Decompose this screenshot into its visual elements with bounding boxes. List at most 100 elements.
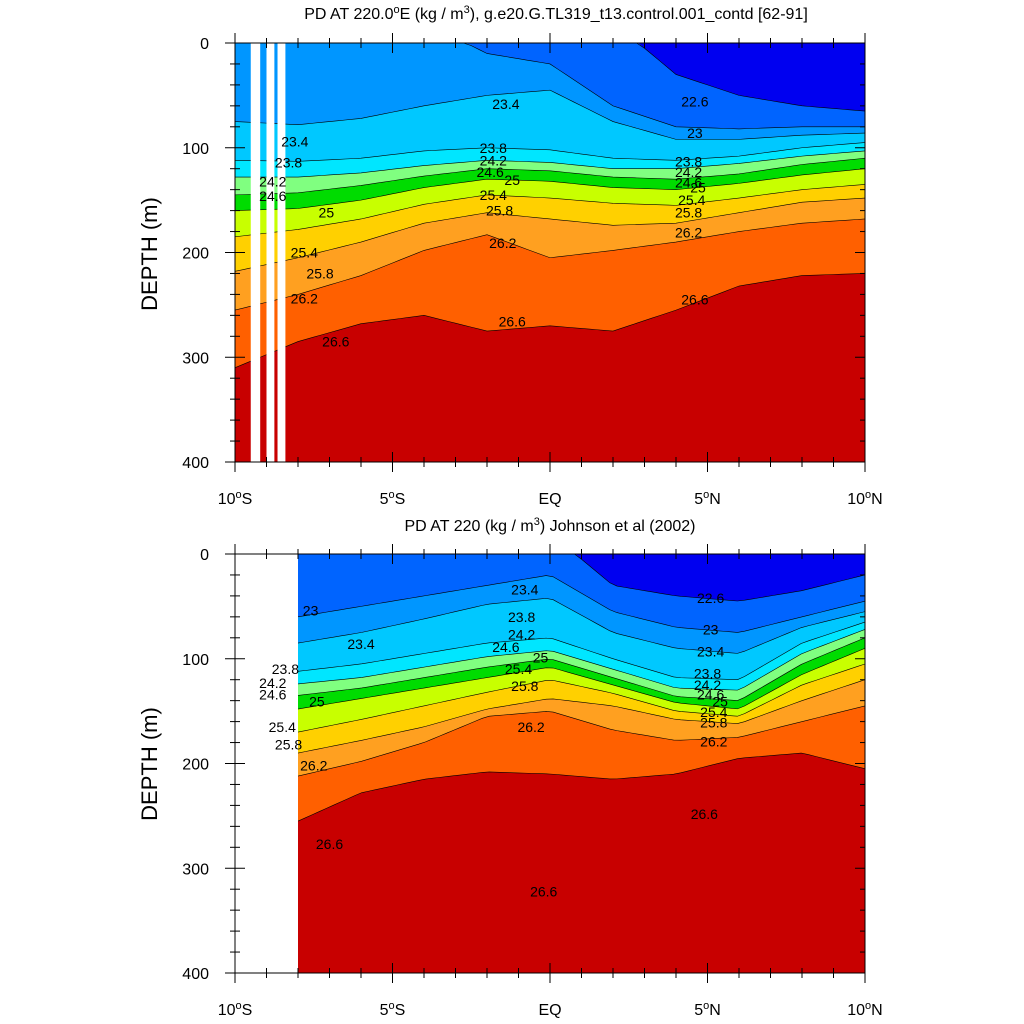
contour-line-24.6	[298, 637, 865, 701]
contour-label: 24.2	[480, 152, 507, 168]
contour-plot: 23.423.4 22.62323.824.224.62525.425.826.2…	[182, 33, 883, 508]
x-tick-label: EQ	[538, 1002, 561, 1019]
x-tick-label: 5oN	[694, 489, 721, 508]
contour-label: 23	[687, 125, 703, 141]
contour-label: 24.6	[675, 174, 702, 190]
contour-line-26.2	[298, 705, 865, 777]
contour-label: 26.2	[700, 734, 727, 750]
contour-label: 26.6	[691, 806, 718, 822]
filled-contours	[235, 43, 865, 462]
contour-label: 25.8	[486, 203, 513, 219]
contour-label: 24.2	[694, 677, 721, 693]
y-tick-label: 100	[182, 652, 209, 669]
y-tick-label: 0	[200, 36, 209, 53]
contour-line-23	[235, 43, 865, 130]
contour-label: 25	[309, 694, 325, 710]
x-tick-label: 5oS	[380, 1000, 406, 1019]
y-tick-label: 300	[182, 861, 209, 878]
contour-label: 26.2	[675, 225, 702, 241]
contour-line-23.4	[298, 598, 865, 654]
y-tick-label: 200	[182, 757, 209, 774]
contour-label: 25.4	[505, 661, 532, 677]
contour-line-23.8	[235, 142, 865, 162]
contour-label: 24.2	[675, 164, 702, 180]
contour-line-23	[298, 575, 865, 633]
contour-label: 24.6	[259, 686, 286, 702]
x-tick-label: 5oN	[694, 1000, 721, 1019]
contour-label: 24.2	[259, 675, 286, 691]
contour-label: 23.8	[675, 153, 702, 169]
y-tick-label: 400	[182, 966, 209, 983]
contour-label: 23.8	[275, 154, 302, 170]
x-tick-label: 5oS	[380, 489, 406, 508]
band-22.6	[638, 43, 865, 112]
contour-line-22.6	[235, 43, 865, 112]
filled-contours	[298, 554, 865, 973]
panel-title: PD AT 220.0oE (kg / m3), g.e20.G.TL319_t…	[304, 4, 808, 23]
contour-line-23.8	[298, 621, 865, 680]
contour-label: 26.6	[316, 836, 343, 852]
contour-label: 25.4	[269, 719, 296, 735]
contour-label: 25	[504, 172, 520, 188]
contour-label: 25	[533, 650, 549, 666]
contour-label: 26.2	[291, 291, 318, 307]
x-tick-label: 10oS	[218, 1000, 253, 1019]
contour-label: 24.6	[259, 188, 286, 204]
contour-label: 23	[303, 603, 319, 619]
contour-label: 25	[712, 694, 728, 710]
contour-label: 26.2	[489, 235, 516, 251]
x-tick-label: 10oN	[847, 489, 882, 508]
contour-label: 25.4	[291, 245, 318, 261]
contour-label: 23	[703, 621, 719, 637]
contour-label: 25.8	[511, 678, 538, 694]
y-tick-label: 100	[182, 141, 209, 158]
contour-label: 25.8	[675, 205, 702, 221]
contour-label: 23.8	[508, 609, 535, 625]
contour-line-26.6	[235, 273, 865, 369]
contour-line-25	[298, 647, 865, 710]
contour-label: 23.8	[272, 661, 299, 677]
contour-label: 23.4	[511, 582, 538, 598]
contour-label: 26.6	[681, 292, 708, 308]
contour-label: 22.6	[697, 590, 724, 606]
contour-label: 23.4	[347, 636, 374, 652]
y-axis-label: DEPTH (m)	[137, 707, 162, 821]
contour-line-25.4	[298, 663, 865, 733]
contour-label: 24.6	[477, 164, 504, 180]
missing-data-column	[277, 43, 286, 462]
contour-label: 25.8	[700, 715, 727, 731]
contour-label: 23.4	[492, 96, 519, 112]
contour-line-24.2	[298, 629, 865, 691]
contour-label: 24.6	[697, 686, 724, 702]
contour-label: 25.8	[306, 265, 333, 281]
y-axis-label: DEPTH (m)	[137, 197, 162, 311]
missing-data-column	[250, 43, 261, 462]
contour-label: 23.8	[694, 665, 721, 681]
missing-data-column	[266, 43, 275, 462]
contour-line-23.4	[235, 89, 865, 140]
band-22.6	[575, 554, 865, 602]
contour-label: 25.4	[700, 704, 727, 720]
panel-observations: PD AT 220 (kg / m3) Johnson et al (2002)…	[137, 516, 883, 1019]
y-tick-label: 0	[200, 547, 209, 564]
contour-label: 26.2	[517, 719, 544, 735]
x-tick-label: 10oS	[218, 489, 253, 508]
contour-line-25.8	[235, 197, 865, 272]
contour-line-24.6	[235, 157, 865, 196]
contour-label: 23.8	[480, 140, 507, 156]
contour-label: 25.4	[678, 192, 705, 208]
contour-label: 25.8	[275, 737, 302, 753]
contour-line-24.2	[235, 150, 865, 178]
y-tick-label: 300	[182, 350, 209, 367]
y-tick-label: 400	[182, 455, 209, 472]
contour-line-25	[235, 168, 865, 211]
y-tick-label: 200	[182, 246, 209, 263]
contour-label: 24.2	[508, 627, 535, 643]
contour-line-26.2	[235, 218, 865, 311]
contour-line-25.8	[298, 679, 865, 754]
contour-label: 26.6	[499, 314, 526, 330]
contour-label: 23.4	[281, 133, 308, 149]
contour-label: 25.4	[480, 187, 507, 203]
contour-label: 24.2	[259, 173, 286, 189]
